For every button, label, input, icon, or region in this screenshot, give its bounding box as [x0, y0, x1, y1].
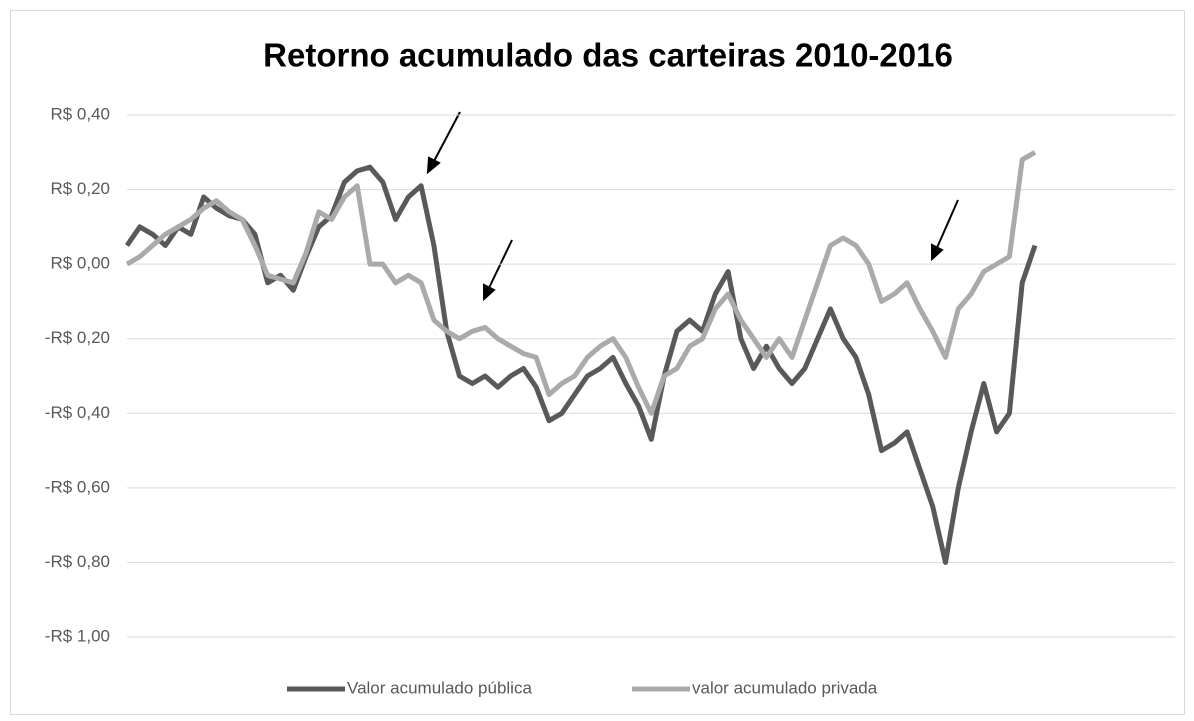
arrow-head: [483, 283, 496, 302]
arrow-head: [931, 243, 944, 262]
y-tick-label: -R$ 0,40: [45, 403, 110, 422]
y-tick-label: -R$ 0,60: [45, 477, 110, 496]
legend-label: Valor acumulado pública: [347, 678, 532, 697]
series-line: [125, 150, 1037, 416]
arrow-head: [426, 156, 441, 175]
chart-title: Retorno acumulado das carteiras 2010-201…: [263, 37, 953, 74]
y-tick-label: -R$ 0,20: [45, 328, 110, 347]
y-tick-label: R$ 0,20: [50, 179, 110, 198]
y-tick-label: R$ 0,00: [50, 254, 110, 273]
y-tick-label: R$ 0,40: [50, 104, 110, 123]
arrow: [487, 239, 513, 291]
arrow: [935, 199, 959, 251]
annotation-arrows: [426, 111, 959, 302]
y-tick-label: -R$ 0,80: [45, 552, 110, 571]
legend-label: valor acumulado privada: [692, 678, 878, 697]
arrow: [432, 111, 461, 164]
chart-frame: [10, 10, 1185, 715]
y-tick-label: -R$ 1,00: [45, 626, 110, 645]
